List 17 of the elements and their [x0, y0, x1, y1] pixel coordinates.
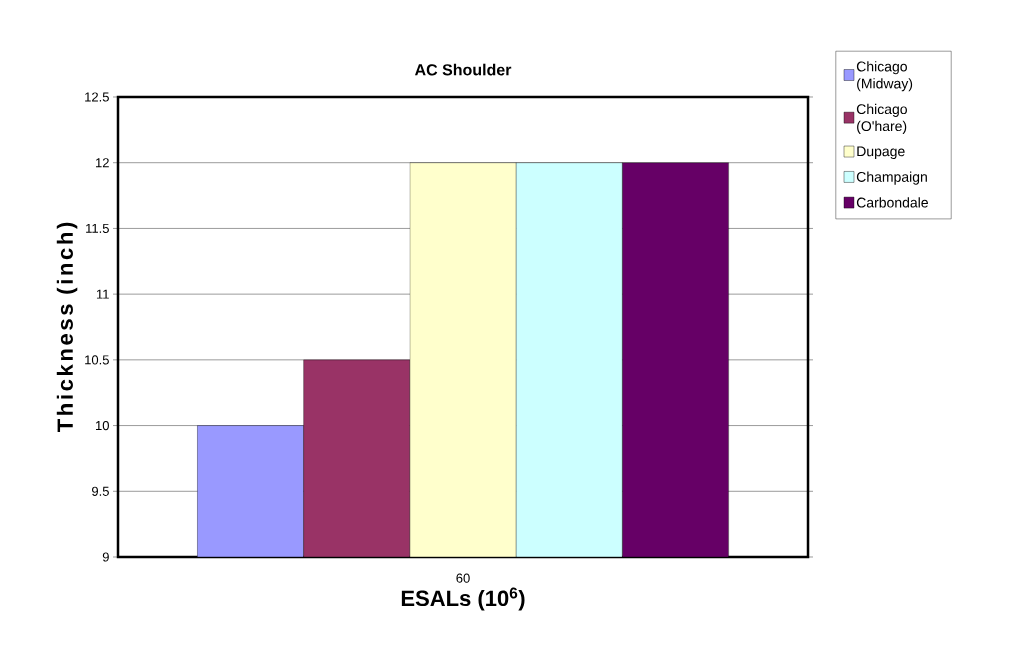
y-tick-label: 12 — [96, 158, 109, 168]
y-tick-label: 9 — [102, 552, 109, 562]
y-tick-label: 10.5 — [85, 355, 109, 365]
y-axis-title: Thickness (inch) — [56, 222, 78, 433]
y-tick-label: 11 — [96, 289, 109, 299]
legend-label: Carbondale — [856, 197, 928, 208]
x-axis-title: ESALs (10$^{6}$) — [401, 587, 525, 611]
y-tick-label: 11.5 — [86, 223, 109, 233]
chart-title: AC Shoulder — [414, 63, 512, 76]
y-tick-label: 9.5 — [92, 486, 109, 496]
y-tick-label: 10 — [96, 420, 109, 431]
legend-label: Chicago (Midway) — [856, 61, 913, 92]
legend-label: Dupage — [857, 146, 905, 160]
legend-label: Champaign — [856, 171, 927, 185]
x-tick-label: 60 — [456, 573, 470, 583]
legend-label: Chicago (O'hare) — [856, 103, 907, 134]
y-tick-label: 12.5 — [85, 92, 109, 102]
